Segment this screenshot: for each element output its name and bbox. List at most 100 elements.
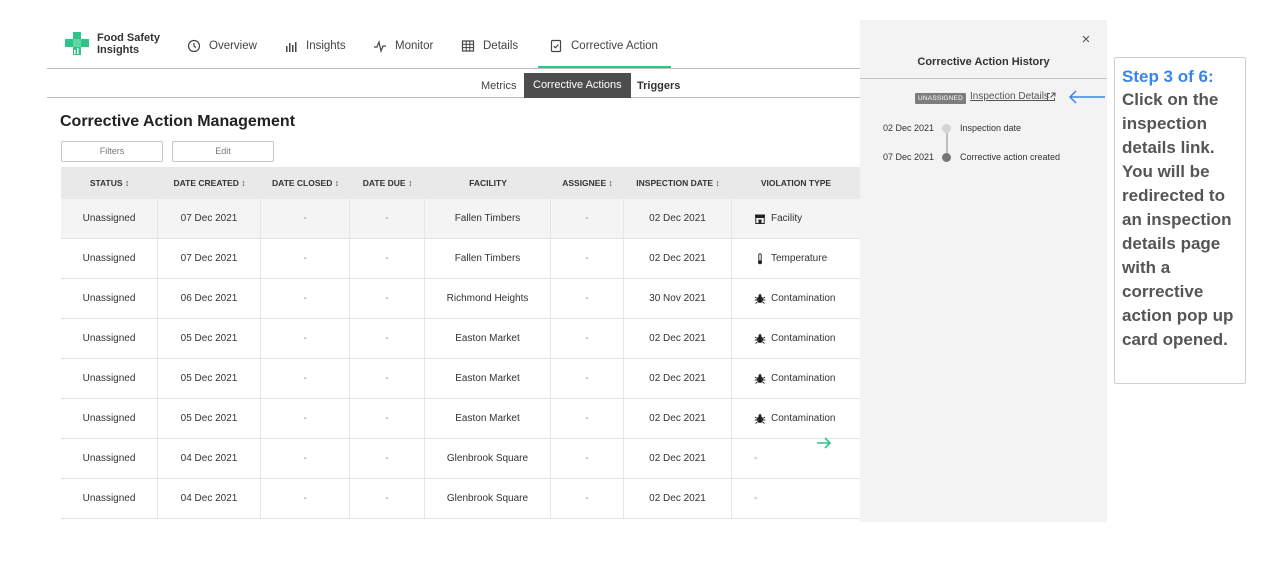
table-row[interactable]: Unassigned 07 Dec 2021- - Fallen Timbers -02… xyxy=(61,239,860,279)
top-navigation: Food Safety Insights Overview Insights M… xyxy=(47,20,860,69)
external-link-icon[interactable] xyxy=(1046,92,1056,102)
col-assignee[interactable]: ASSIGNEE ↕ xyxy=(562,178,613,188)
cell-inspection-date: 02 Dec 2021 xyxy=(624,319,732,358)
timeline-date: 02 Dec 2021 xyxy=(883,123,935,133)
col-facility: FACILITY xyxy=(469,178,507,188)
cell-date-due: - xyxy=(350,199,425,238)
col-violation-type: VIOLATION TYPE xyxy=(760,178,832,188)
cell-violation-type: Contamination xyxy=(732,399,860,438)
bug-icon xyxy=(754,293,766,305)
timeline-dot xyxy=(942,153,951,162)
cell-violation-type: - xyxy=(732,439,860,478)
step-heading: Step 3 of 6: xyxy=(1122,67,1214,86)
table-row[interactable]: Unassigned 05 Dec 2021- - Easton Market -02 … xyxy=(61,319,860,359)
nav-monitor-label: Monitor xyxy=(395,40,434,52)
cell-status: Unassigned xyxy=(61,279,158,318)
nav-overview-label: Overview xyxy=(209,40,257,52)
cell-date-due: - xyxy=(350,399,425,438)
storefront-icon xyxy=(754,213,766,225)
cell-facility: Easton Market xyxy=(425,359,551,398)
cell-date-closed: - xyxy=(261,279,350,318)
cell-date-closed: - xyxy=(261,199,350,238)
cell-facility: Easton Market xyxy=(425,399,551,438)
bug-icon xyxy=(754,413,766,425)
tab-corrective-actions[interactable]: Corrective Actions xyxy=(524,73,631,98)
logo-line2: Insights xyxy=(97,44,140,56)
cell-inspection-date: 02 Dec 2021 xyxy=(624,359,732,398)
cell-date-created: 05 Dec 2021 xyxy=(158,319,261,358)
nav-details-label: Details xyxy=(483,40,519,52)
cell-violation-type: Contamination xyxy=(732,359,860,398)
col-inspection-date[interactable]: INSPECTION DATE ↕ xyxy=(636,178,720,188)
table-row[interactable]: Unassigned 05 Dec 2021- - Easton Market -02 … xyxy=(61,399,860,439)
cell-date-due: - xyxy=(350,439,425,478)
app-logo[interactable]: Food Safety Insights xyxy=(64,30,160,58)
sub-tabs: Metrics Corrective Actions Triggers xyxy=(47,70,860,98)
cell-violation-type: - xyxy=(732,479,860,518)
bar-chart-icon xyxy=(284,39,298,53)
corrective-actions-table: STATUS ↕ DATE CREATED ↕ DATE CLOSED ↕ DA… xyxy=(61,167,860,519)
cell-assignee: - xyxy=(551,319,624,358)
cell-facility: Richmond Heights xyxy=(425,279,551,318)
cell-date-due: - xyxy=(350,239,425,278)
timeline-date: 07 Dec 2021 xyxy=(883,152,935,162)
nav-corrective-action[interactable]: Corrective Action xyxy=(549,37,658,55)
table-row[interactable]: Unassigned 06 Dec 2021- - Richmond Heights -… xyxy=(61,279,860,319)
cell-inspection-date: 02 Dec 2021 xyxy=(624,239,732,278)
cell-assignee: - xyxy=(551,479,624,518)
cell-date-created: 04 Dec 2021 xyxy=(158,439,261,478)
violation-type-label: Temperature xyxy=(771,253,828,264)
nav-overview[interactable]: Overview xyxy=(187,37,257,55)
cell-assignee: - xyxy=(551,279,624,318)
clock-icon xyxy=(187,39,201,53)
nav-insights[interactable]: Insights xyxy=(284,37,346,55)
filters-button[interactable]: Filters xyxy=(61,141,163,162)
table-row[interactable]: Unassigned 07 Dec 2021- - Fallen Timbers -02… xyxy=(61,199,860,239)
close-icon[interactable]: × xyxy=(1081,31,1091,48)
corrective-action-history-panel: × Corrective Action History UNASSIGNED I… xyxy=(860,20,1107,522)
cell-inspection-date: 02 Dec 2021 xyxy=(624,399,732,438)
cell-date-closed: - xyxy=(261,359,350,398)
cell-date-due: - xyxy=(350,279,425,318)
cell-violation-type: Facility xyxy=(732,199,860,238)
cell-inspection-date: 02 Dec 2021 xyxy=(624,439,732,478)
table-row[interactable]: Unassigned 04 Dec 2021- - Glenbrook Square -… xyxy=(61,479,860,519)
cell-date-created: 04 Dec 2021 xyxy=(158,479,261,518)
edit-button[interactable]: Edit xyxy=(172,141,274,162)
cell-facility: Fallen Timbers xyxy=(425,239,551,278)
checklist-icon xyxy=(549,39,563,53)
cell-inspection-date: 02 Dec 2021 xyxy=(624,199,732,238)
cell-status: Unassigned xyxy=(61,359,158,398)
col-date-closed[interactable]: DATE CLOSED ↕ xyxy=(272,178,339,188)
tab-triggers[interactable]: Triggers xyxy=(637,80,681,92)
timeline-dot xyxy=(942,124,951,133)
thermometer-icon xyxy=(754,252,766,265)
tab-metrics[interactable]: Metrics xyxy=(481,80,517,92)
table-row[interactable]: Unassigned 05 Dec 2021- - Easton Market -02 … xyxy=(61,359,860,399)
col-status[interactable]: STATUS ↕ xyxy=(89,178,130,188)
table-row[interactable]: Unassigned 04 Dec 2021- - Glenbrook Square -… xyxy=(61,439,860,479)
cell-assignee: - xyxy=(551,239,624,278)
cell-assignee: - xyxy=(551,359,624,398)
violation-type-label: - xyxy=(754,453,758,464)
cell-date-created: 06 Dec 2021 xyxy=(158,279,261,318)
table-header: STATUS ↕ DATE CREATED ↕ DATE CLOSED ↕ DA… xyxy=(61,167,860,199)
inspection-details-link[interactable]: Inspection Details xyxy=(970,91,1049,102)
violation-type-label: Contamination xyxy=(771,413,836,424)
nav-details[interactable]: Details xyxy=(461,37,518,55)
violation-type-label: Contamination xyxy=(771,333,836,344)
cell-status: Unassigned xyxy=(61,239,158,278)
blue-pointer-arrow-icon xyxy=(1068,90,1105,104)
table-body: Unassigned 07 Dec 2021- - Fallen Timbers -02… xyxy=(61,199,860,519)
main-app: Food Safety Insights Overview Insights M… xyxy=(47,20,860,522)
nav-monitor[interactable]: Monitor xyxy=(373,37,433,55)
step-body: Click on the inspection details link. Yo… xyxy=(1122,90,1234,349)
panel-divider xyxy=(860,78,1107,79)
cell-date-closed: - xyxy=(261,239,350,278)
cell-status: Unassigned xyxy=(61,399,158,438)
cell-date-due: - xyxy=(350,359,425,398)
violation-type-label: Contamination xyxy=(771,373,836,384)
col-date-due[interactable]: DATE DUE ↕ xyxy=(362,178,413,188)
col-date-created[interactable]: DATE CREATED ↕ xyxy=(173,178,246,188)
cell-date-due: - xyxy=(350,479,425,518)
